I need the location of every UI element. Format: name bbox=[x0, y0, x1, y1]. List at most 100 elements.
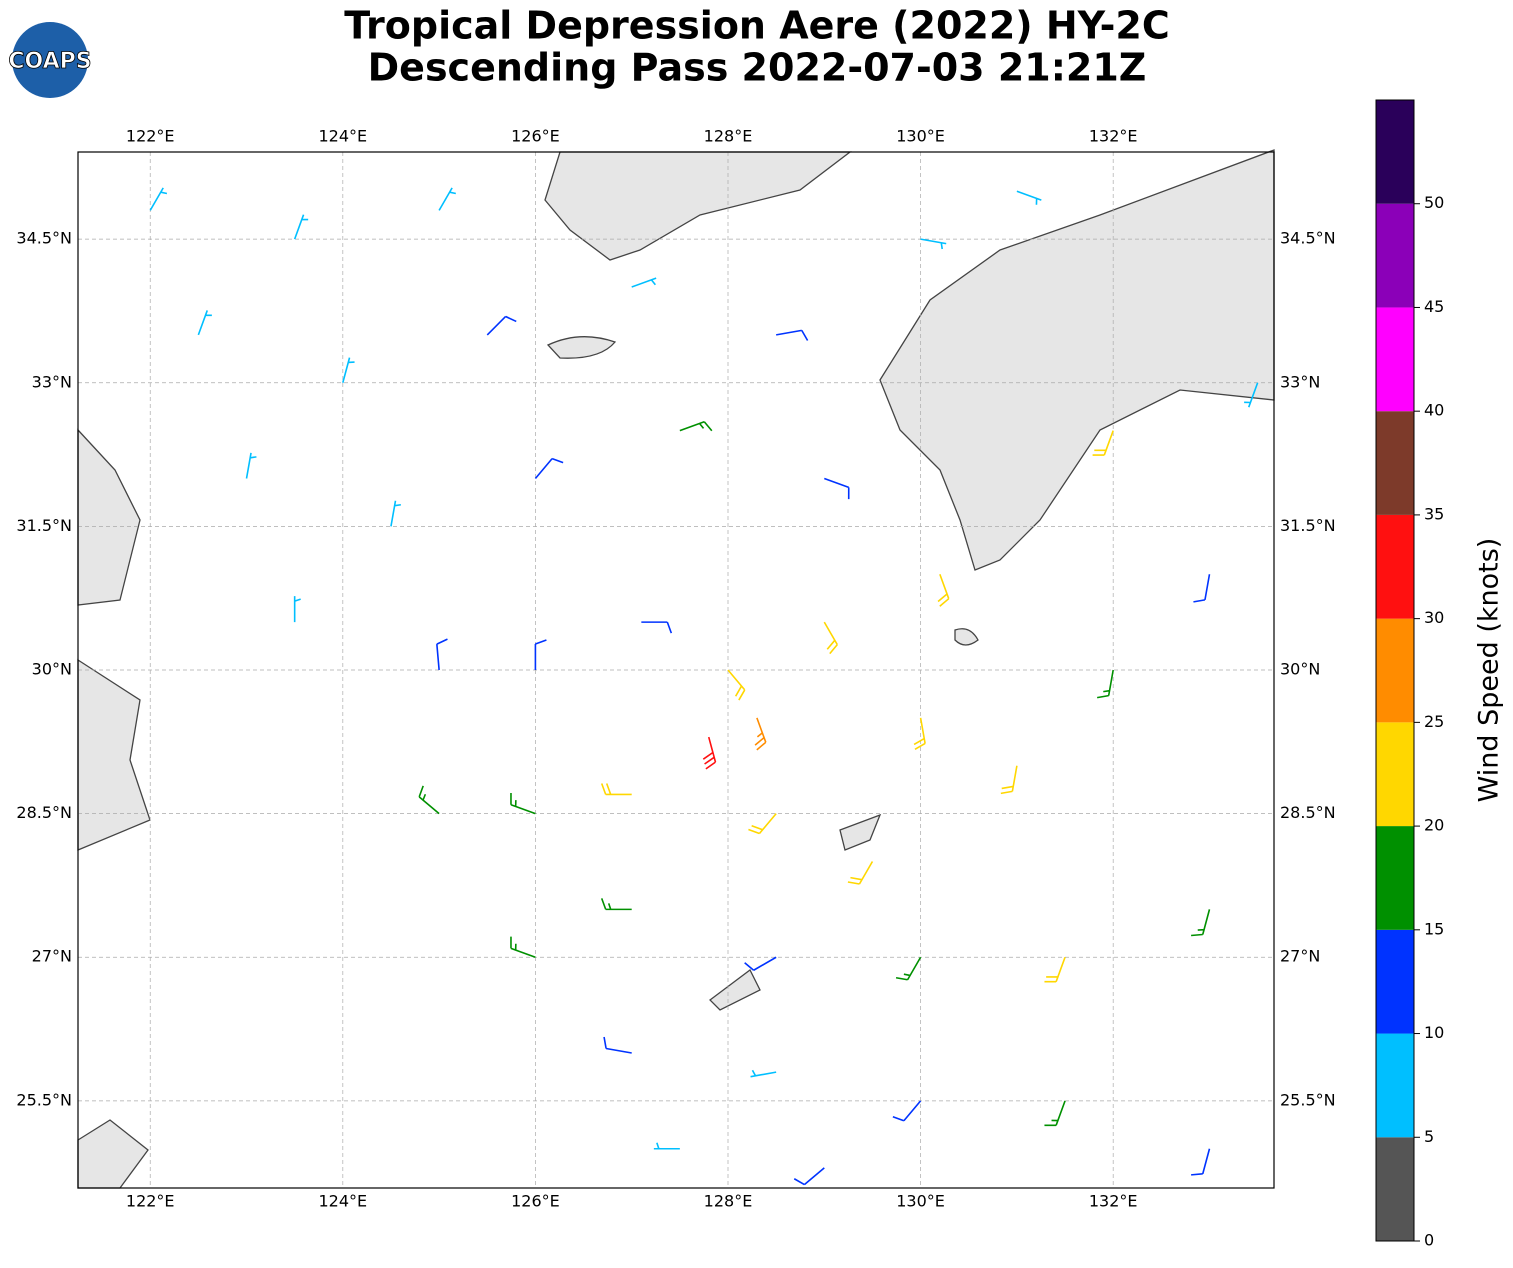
korea-coast bbox=[544, 151, 852, 261]
wind-barb bbox=[197, 310, 212, 336]
wind-barb bbox=[793, 1167, 825, 1186]
x-tick-label: 124°E bbox=[318, 1192, 367, 1211]
wind-barb bbox=[436, 638, 448, 671]
y-tick-label: 28.5°N bbox=[16, 803, 72, 822]
wind-barb bbox=[750, 1069, 777, 1078]
y-tick-label: 25.5°N bbox=[16, 1090, 72, 1109]
wind-barb bbox=[823, 621, 838, 655]
wind-barb bbox=[1016, 190, 1042, 205]
y-tick-label: 27°N bbox=[32, 947, 72, 966]
x-tick-label: 122°E bbox=[126, 1192, 175, 1211]
wind-barb bbox=[913, 717, 926, 751]
colorbar-tick-label: 50 bbox=[1424, 193, 1444, 212]
colorbar-tick-label: 35 bbox=[1424, 504, 1444, 523]
x-tick-label: 132°E bbox=[1089, 1192, 1138, 1211]
y-tick-label: 31.5°N bbox=[16, 516, 72, 535]
wind-barb bbox=[748, 813, 777, 835]
wind-barb bbox=[600, 783, 632, 796]
wind-barb bbox=[510, 793, 536, 815]
jeju bbox=[546, 336, 617, 359]
wind-barb bbox=[641, 621, 673, 634]
chart-subtitle: Descending Pass 2022-07-03 21:21Z bbox=[368, 46, 1147, 90]
wind-barb bbox=[679, 420, 713, 432]
colorbar-tick-label: 0 bbox=[1424, 1231, 1434, 1250]
colorbar-tick-label: 15 bbox=[1424, 919, 1444, 938]
wind-barb bbox=[1000, 765, 1018, 795]
x-tick-label: 128°E bbox=[704, 1192, 753, 1211]
amami bbox=[839, 813, 882, 851]
x-tick-label: 126°E bbox=[511, 1192, 560, 1211]
colorbar-bin bbox=[1376, 826, 1414, 930]
wind-barb bbox=[486, 315, 517, 336]
colorbar-tick-label: 40 bbox=[1424, 401, 1444, 420]
colorbar-bin bbox=[1376, 203, 1414, 308]
wind-barb bbox=[895, 956, 922, 981]
wind-barb bbox=[1191, 909, 1211, 937]
colorbar: 0 5 10 15 20 25 30 35 40 45 50 bbox=[1375, 99, 1444, 1250]
wind-barb bbox=[1097, 669, 1114, 699]
colorbar-frame bbox=[1375, 99, 1415, 1242]
wind-barb bbox=[727, 669, 746, 701]
wind-barb bbox=[847, 861, 874, 885]
y-tick-label: 33°N bbox=[32, 372, 72, 391]
colorbar-tick-label: 25 bbox=[1424, 712, 1444, 731]
yakushima bbox=[954, 628, 979, 646]
colorbar-bin bbox=[1376, 618, 1414, 723]
y-tick-label: 31.5°N bbox=[1280, 516, 1336, 535]
wind-barb bbox=[1044, 1100, 1066, 1127]
colorbar-tick-label: 30 bbox=[1424, 608, 1444, 627]
x-tick-label: 126°E bbox=[511, 127, 560, 146]
colorbar-tick-label: 20 bbox=[1424, 816, 1444, 835]
x-tick-label: 128°E bbox=[704, 127, 753, 146]
y-tick-label: 30°N bbox=[1280, 660, 1320, 679]
wind-barb bbox=[776, 329, 809, 341]
colorbar-tick-label: 10 bbox=[1424, 1023, 1444, 1042]
x-tick-label: 130°E bbox=[896, 1192, 945, 1211]
wind-barb bbox=[744, 956, 777, 971]
x-tick-label: 124°E bbox=[318, 127, 367, 146]
wind-barb bbox=[534, 457, 564, 480]
wind-barb bbox=[418, 785, 440, 815]
y-tick-label: 34.5°N bbox=[16, 229, 72, 248]
wind-barb bbox=[1044, 956, 1066, 983]
wind-barb bbox=[824, 477, 850, 500]
x-tick-label: 132°E bbox=[1089, 127, 1138, 146]
colorbar-label: Wind Speed (knots) bbox=[1474, 538, 1505, 803]
y-tick-label: 34.5°N bbox=[1280, 229, 1336, 248]
colorbar-bin bbox=[1376, 514, 1414, 619]
wind-barb bbox=[1092, 430, 1114, 456]
colorbar-bin bbox=[1376, 722, 1414, 827]
wind-barb bbox=[293, 596, 301, 623]
logo: COAPS bbox=[8, 49, 91, 74]
colorbar-tick-label: 45 bbox=[1424, 297, 1444, 316]
wind-barb bbox=[534, 639, 547, 670]
x-tick-label: 122°E bbox=[126, 127, 175, 146]
chart-title: Tropical Depression Aere (2022) HY-2C bbox=[344, 4, 1169, 48]
wind-barb bbox=[631, 277, 657, 288]
wind-barb bbox=[892, 1100, 922, 1122]
x-tick-label: 130°E bbox=[896, 127, 945, 146]
okinawa bbox=[709, 969, 761, 1011]
logo-globe bbox=[12, 22, 88, 98]
map bbox=[77, 149, 1275, 1189]
wind-barb bbox=[342, 357, 355, 383]
wind-barb bbox=[754, 717, 767, 751]
y-tick-label: 27°N bbox=[1280, 947, 1320, 966]
wind-barb bbox=[149, 187, 168, 211]
y-tick-label: 30°N bbox=[32, 660, 72, 679]
y-tick-label: 28.5°N bbox=[1280, 803, 1336, 822]
colorbar-tick-label: 5 bbox=[1424, 1127, 1434, 1146]
wind-barb bbox=[438, 187, 456, 211]
colorbar-bin bbox=[1376, 1137, 1414, 1241]
colorbar-bin bbox=[1376, 1033, 1414, 1138]
wind-barb bbox=[245, 452, 257, 479]
colorbar-bin bbox=[1376, 411, 1414, 515]
wind-barb bbox=[390, 500, 401, 527]
wind-barb bbox=[1244, 382, 1259, 408]
barbs bbox=[149, 187, 1259, 1186]
wind-barb bbox=[1191, 1148, 1211, 1176]
wind-barb bbox=[510, 936, 536, 958]
colorbar-bin bbox=[1376, 100, 1414, 204]
colorbar-bin bbox=[1376, 307, 1414, 412]
